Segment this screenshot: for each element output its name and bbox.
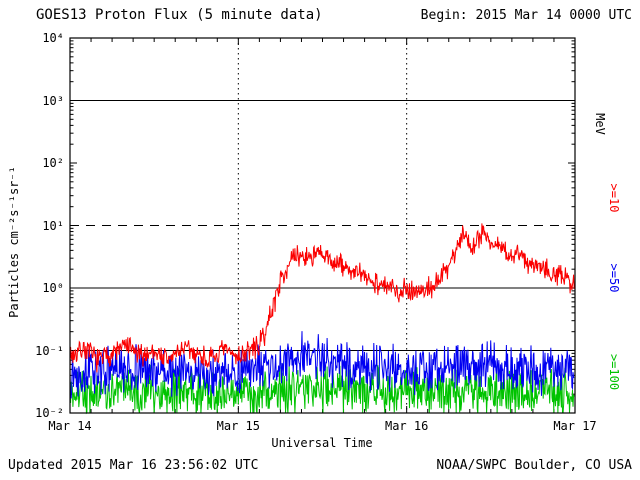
legend-label-ge100: >=100 <box>607 353 621 391</box>
x-tick-label: Mar 15 <box>216 419 260 433</box>
y-tick-label: 10⁴ <box>42 31 64 45</box>
begin-time-label: Begin: 2015 Mar 14 0000 UTC <box>420 8 632 23</box>
source-attribution: NOAA/SWPC Boulder, CO USA <box>436 458 632 473</box>
y-tick-label: 10³ <box>42 93 64 108</box>
plot-frame <box>69 37 576 414</box>
legend-label-ge10: >=10 <box>607 183 621 213</box>
series-line-ge50 <box>69 331 575 399</box>
series-line-ge100 <box>69 364 575 415</box>
y-tick-label: 10⁻¹ <box>35 343 64 358</box>
y-tick-label: 10² <box>42 156 64 170</box>
x-tick-label: Mar 14 <box>48 419 92 433</box>
chart-title: GOES13 Proton Flux (5 minute data) <box>36 7 323 23</box>
legend-label-ge50: >=50 <box>607 263 621 293</box>
y-tick-label: 10⁰ <box>42 281 64 295</box>
x-tick-label: Mar 17 <box>553 419 597 433</box>
x-axis-label: Universal Time <box>271 436 373 450</box>
y-tick-label: 10¹ <box>42 218 64 233</box>
updated-timestamp: Updated 2015 Mar 16 23:56:02 UTC <box>8 458 259 473</box>
y-tick-label: 10⁻² <box>35 406 64 420</box>
series-line-ge10 <box>69 223 575 373</box>
x-tick-label: Mar 16 <box>384 419 429 433</box>
